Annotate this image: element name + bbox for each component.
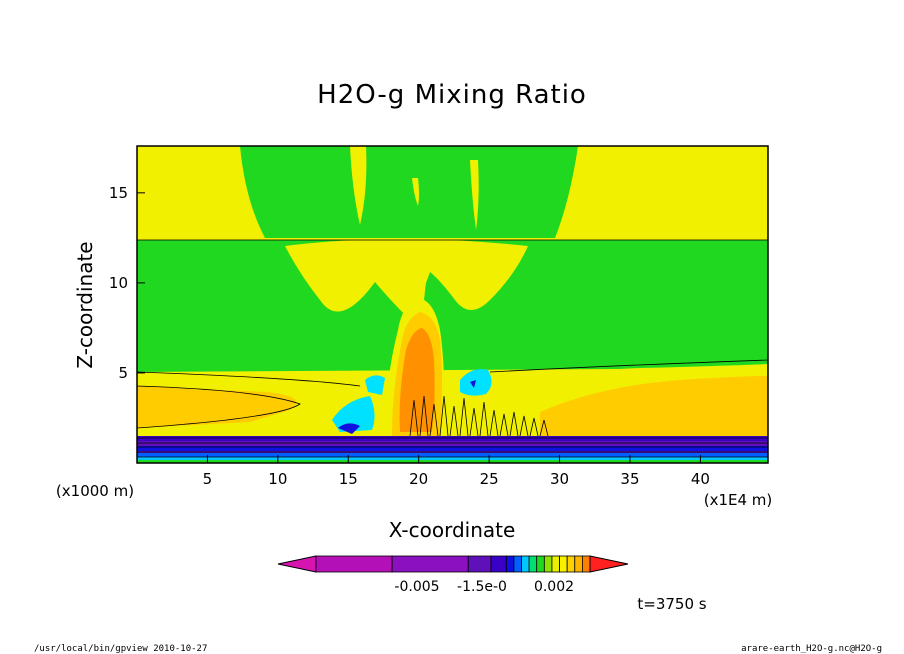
turbulent-contours bbox=[137, 239, 768, 437]
colorbar-label: 0.002 bbox=[534, 579, 574, 595]
colorbar-segment bbox=[528, 555, 538, 573]
x-tick-label: 40 bbox=[691, 470, 710, 488]
x-tick-label: 5 bbox=[203, 470, 213, 488]
time-label: t=3750 s bbox=[637, 595, 706, 613]
lower-orange-left bbox=[137, 386, 297, 428]
y-tick-label: 10 bbox=[109, 274, 128, 292]
x-axis-label: X-coordinate bbox=[389, 518, 516, 542]
cyan-patch-mid bbox=[365, 375, 385, 395]
colorbar-segment bbox=[521, 555, 530, 573]
colorbar-segment bbox=[490, 555, 507, 573]
contour-field bbox=[137, 146, 768, 463]
mid-green-band bbox=[137, 240, 768, 372]
colorbar-segment bbox=[467, 555, 492, 573]
y-axis: 5 10 15 bbox=[109, 184, 145, 382]
colorbar-segment bbox=[581, 555, 591, 573]
x-tick-label: 15 bbox=[339, 470, 358, 488]
blue-spot bbox=[470, 380, 476, 388]
lower-orange-right bbox=[540, 376, 768, 436]
colorbar-segment bbox=[315, 555, 393, 573]
colorbar-label: -0.005 bbox=[394, 579, 439, 595]
colorbar-segment bbox=[505, 555, 515, 573]
core-orange bbox=[399, 328, 435, 432]
yellow-streak bbox=[470, 160, 479, 230]
colorbar-over-triangle bbox=[589, 555, 629, 573]
colorbar-segment bbox=[566, 555, 576, 573]
cyan-patch-right bbox=[460, 369, 492, 396]
y-axis-label: Z-coordinate bbox=[73, 241, 97, 368]
x-unit-left: (x1000 m) bbox=[56, 482, 134, 500]
x-tick-label: 20 bbox=[409, 470, 428, 488]
colorbar-labels: -0.005 -1.5e-0 0.002 bbox=[394, 579, 574, 595]
colorbar-segment bbox=[536, 555, 545, 573]
footer-right: arare-earth_H2O-g.nc@H2O-g bbox=[741, 644, 882, 654]
footer-left: /usr/local/bin/gpview 2010-10-27 bbox=[34, 644, 207, 654]
colorbar bbox=[277, 555, 629, 573]
yellow-dome bbox=[285, 238, 528, 320]
cyan-patch-left bbox=[332, 396, 375, 432]
colorbar-segment bbox=[551, 555, 560, 573]
central-green-column bbox=[240, 146, 578, 238]
colorbar-under-triangle bbox=[277, 555, 317, 573]
x-tick-label: 30 bbox=[550, 470, 569, 488]
x-tick-label: 25 bbox=[480, 470, 499, 488]
colorbar-segment bbox=[391, 555, 469, 573]
chart-title: H2O-g Mixing Ratio bbox=[317, 80, 587, 110]
core-top bbox=[410, 276, 426, 300]
plot-frame bbox=[136, 145, 769, 464]
yellow-streak bbox=[412, 178, 419, 206]
yellow-streak bbox=[350, 146, 367, 225]
x-axis: 5 10 15 20 25 30 35 40 bbox=[203, 455, 710, 488]
colorbar-segment bbox=[574, 555, 583, 573]
y-tick-label: 15 bbox=[109, 184, 128, 202]
x-tick-label: 35 bbox=[620, 470, 639, 488]
colorbar-label: -1.5e-0 bbox=[457, 579, 507, 595]
blue-spot bbox=[338, 423, 360, 434]
y-tick-label: 5 bbox=[118, 364, 128, 382]
x-unit-right: (x1E4 m) bbox=[704, 491, 773, 509]
colorbar-segment bbox=[543, 555, 553, 573]
x-tick-label: 10 bbox=[268, 470, 287, 488]
colorbar-segment bbox=[513, 555, 522, 573]
colorbar-segment bbox=[559, 555, 568, 573]
